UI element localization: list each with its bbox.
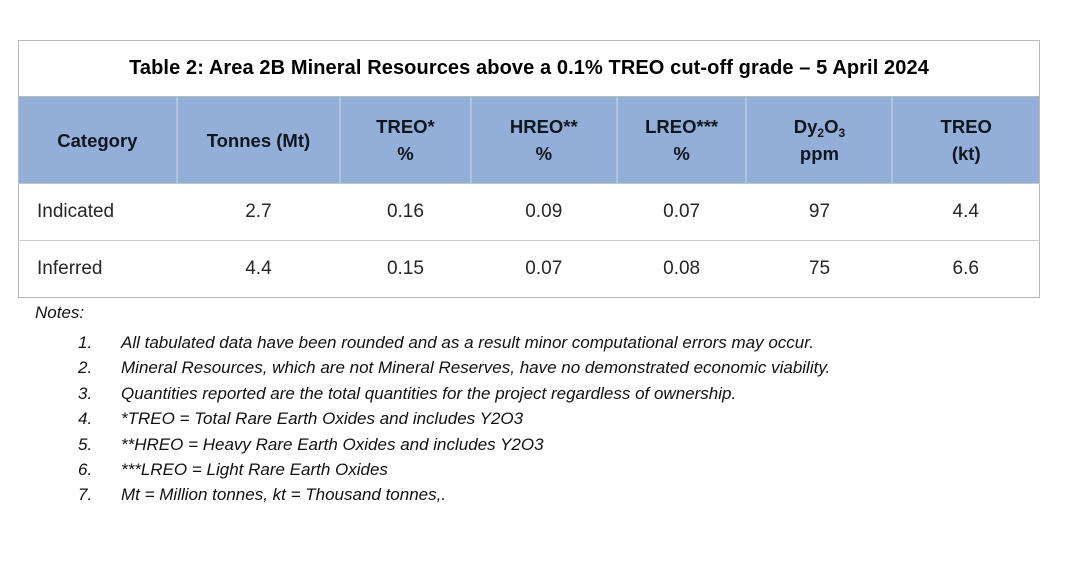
col-header-treo-pct: TREO* % xyxy=(339,96,471,184)
col-header-tonnes: Tonnes (Mt) xyxy=(175,96,341,184)
dy2o3-subscript-1: 2 xyxy=(817,126,825,140)
mineral-resources-table: Table 2: Area 2B Mineral Resources above… xyxy=(18,40,1040,298)
col-header-dy2o3-formula: Dy2O3 xyxy=(751,113,887,140)
note-item-7: 7. Mt = Million tonnes, kt = Thousand to… xyxy=(35,482,1035,507)
cell-inferred-treo-pct: 0.15 xyxy=(340,240,471,298)
table-header-row: Category Tonnes (Mt) TREO* % HREO** % LR… xyxy=(18,96,1040,184)
note-number: 1. xyxy=(78,333,93,352)
dy2o3-subscript-2: 3 xyxy=(838,126,846,140)
mineral-resources-table-container: Table 2: Area 2B Mineral Resources above… xyxy=(18,40,1040,298)
note-text: ***LREO = Light Rare Earth Oxides xyxy=(121,460,388,480)
table-row-indicated: Indicated 2.7 0.16 0.09 0.07 97 4.4 xyxy=(18,183,1040,241)
note-item-5: 5. **HREO = Heavy Rare Earth Oxides and … xyxy=(35,432,1035,457)
note-item-2: 2. Mineral Resources, which are not Mine… xyxy=(35,355,1035,380)
note-text: *TREO = Total Rare Earth Oxides and incl… xyxy=(121,409,524,429)
note-text: Mt = Million tonnes, kt = Thousand tonne… xyxy=(121,485,447,505)
col-header-treo-kt-line1: TREO xyxy=(940,116,992,137)
cell-inferred-category: Inferred xyxy=(18,240,177,298)
table-row-inferred: Inferred 4.4 0.15 0.07 0.08 75 6.6 xyxy=(18,240,1040,298)
dy2o3-element-1: Dy xyxy=(793,116,818,137)
note-item-3: 3. Quantities reported are the total qua… xyxy=(35,381,1035,406)
cell-indicated-category: Indicated xyxy=(18,183,177,241)
col-header-hreo-pct-line2: % xyxy=(535,143,553,164)
cell-inferred-tonnes: 4.4 xyxy=(176,240,341,298)
cell-inferred-dy2o3-ppm: 75 xyxy=(746,240,893,298)
note-number: 6. xyxy=(78,460,93,480)
col-header-hreo-pct-line1: HREO** xyxy=(509,116,578,137)
table-title-row: Table 2: Area 2B Mineral Resources above… xyxy=(18,40,1040,97)
col-header-category-label: Category xyxy=(57,129,138,151)
col-header-dy2o3-ppm: Dy2O3 ppm xyxy=(745,96,893,184)
col-header-treo-pct-line1: TREO* xyxy=(376,116,435,137)
cell-inferred-hreo-pct: 0.07 xyxy=(470,240,617,298)
note-text: All tabulated data have been rounded and… xyxy=(121,333,814,352)
note-number: 5. xyxy=(78,434,93,454)
cell-indicated-hreo-pct: 0.09 xyxy=(470,183,617,241)
note-text: Quantities reported are the total quanti… xyxy=(121,383,737,403)
col-header-lreo-pct-line1: LREO*** xyxy=(645,116,719,137)
cell-inferred-lreo-pct: 0.08 xyxy=(616,240,747,298)
notes-heading: Notes: xyxy=(35,303,85,322)
cell-indicated-treo-kt: 4.4 xyxy=(892,183,1040,241)
note-text: Mineral Resources, which are not Mineral… xyxy=(121,358,831,378)
col-header-treo-kt-line2: (kt) xyxy=(951,143,981,164)
dy2o3-element-2: O xyxy=(824,116,839,137)
col-header-lreo-pct: LREO*** % xyxy=(615,96,747,184)
col-header-treo-pct-line2: % xyxy=(397,143,414,164)
cell-indicated-lreo-pct: 0.07 xyxy=(616,183,747,241)
cell-inferred-treo-kt: 6.6 xyxy=(892,240,1040,298)
notes-section: Notes: 1. All tabulated data have been r… xyxy=(35,302,1035,508)
cell-indicated-treo-pct: 0.16 xyxy=(340,183,471,241)
table-title: Table 2: Area 2B Mineral Resources above… xyxy=(18,40,1040,97)
note-item-6: 6. ***LREO = Light Rare Earth Oxides xyxy=(35,457,1035,482)
col-header-category: Category xyxy=(18,96,177,184)
col-header-treo-kt: TREO (kt) xyxy=(891,96,1040,184)
cell-indicated-tonnes: 2.7 xyxy=(176,183,341,241)
cell-indicated-dy2o3-ppm: 97 xyxy=(746,183,893,241)
col-header-dy2o3-unit: ppm xyxy=(799,143,839,164)
note-number: 3. xyxy=(78,383,93,403)
note-item-4: 4. *TREO = Total Rare Earth Oxides and i… xyxy=(35,406,1035,431)
col-header-lreo-pct-line2: % xyxy=(673,143,690,164)
note-number: 2. xyxy=(78,358,93,378)
note-text: **HREO = Heavy Rare Earth Oxides and inc… xyxy=(121,434,544,454)
note-item-1: 1. All tabulated data have been rounded … xyxy=(35,330,1035,355)
note-number: 4. xyxy=(78,409,93,429)
col-header-hreo-pct: HREO** % xyxy=(469,96,617,184)
note-number: 7. xyxy=(78,485,93,505)
col-header-tonnes-label: Tonnes (Mt) xyxy=(206,129,311,151)
